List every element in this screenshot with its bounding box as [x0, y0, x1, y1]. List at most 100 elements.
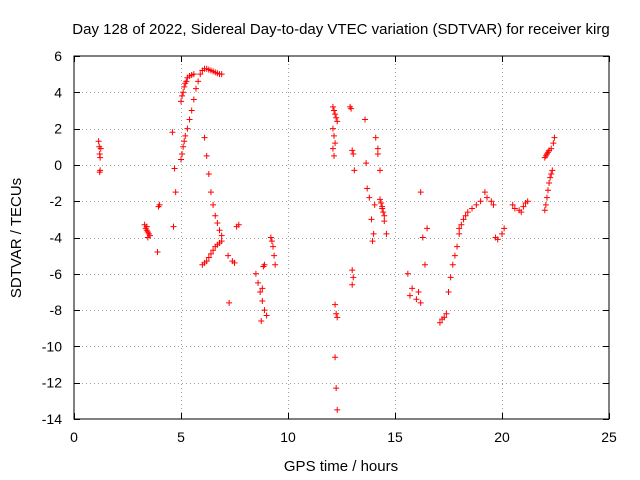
data-point-plus [259, 298, 266, 305]
data-point-plus [216, 227, 223, 234]
data-point-plus [192, 85, 199, 92]
data-point-plus [374, 145, 381, 152]
data-point-plus [520, 203, 527, 210]
data-point-plus [511, 205, 518, 212]
data-point-plus [179, 151, 186, 158]
data-point-plus [258, 317, 265, 324]
data-point-plus [270, 243, 277, 250]
data-point-plus [441, 314, 448, 321]
data-point-plus [183, 78, 190, 85]
data-point-plus [473, 201, 480, 208]
data-point-plus [490, 201, 497, 208]
grid-lines [74, 56, 609, 419]
data-point-plus [447, 274, 454, 281]
data-point-plus [333, 385, 340, 392]
data-point-plus [377, 167, 384, 174]
chart-title: Day 128 of 2022, Sidereal Day-to-day VTE… [72, 21, 609, 38]
data-point-plus [363, 160, 370, 167]
data-point-plus [374, 151, 381, 158]
data-point-plus [417, 299, 424, 306]
data-point-plus [172, 189, 179, 196]
data-point-plus [156, 201, 163, 208]
data-point-plus [154, 249, 161, 256]
x-axis-title: GPS time / hours [284, 458, 398, 475]
data-point-plus [226, 299, 233, 306]
data-point-plus [329, 125, 336, 132]
data-point-plus [261, 307, 268, 314]
data-point-plus [143, 223, 150, 230]
data-point-plus [268, 238, 275, 245]
data-point-plus [181, 83, 188, 90]
data-point-plus [188, 107, 195, 114]
data-point-plus [458, 221, 465, 228]
data-point-plus [195, 78, 202, 85]
data-point-plus [272, 261, 279, 268]
data-point-plus [169, 129, 176, 136]
data-point-plus [415, 288, 422, 295]
data-point-plus [97, 154, 104, 161]
data-point-plus [212, 212, 219, 219]
data-point-plus [550, 140, 557, 147]
data-point-plus [190, 71, 197, 78]
data-point-plus [349, 281, 356, 288]
data-point-plus [381, 212, 388, 219]
data-point-plus [97, 145, 104, 152]
y-tick-label: -6 [50, 266, 63, 282]
data-point-plus [170, 223, 177, 230]
data-point-plus [350, 274, 357, 281]
data-point-plus [334, 118, 341, 125]
data-point-plus [369, 238, 376, 245]
data-point-plus [179, 92, 186, 99]
data-point-plus [207, 189, 214, 196]
data-point-plus [349, 147, 356, 154]
data-point-plus [464, 209, 471, 216]
data-point-plus [348, 105, 355, 112]
data-point-plus [417, 189, 424, 196]
data-point-plus [332, 301, 339, 308]
y-tick-label: -10 [42, 338, 62, 354]
data-point-plus [362, 116, 369, 123]
data-point-plus [484, 194, 491, 201]
plot-frame [73, 55, 610, 420]
x-tick-label: 10 [280, 429, 296, 445]
data-point-plus [383, 230, 390, 237]
data-point-plus [210, 201, 217, 208]
data-point-plus [548, 145, 555, 152]
data-point-plus [203, 152, 210, 159]
data-point-plus [501, 225, 508, 232]
data-point-plus [443, 310, 450, 317]
data-point-plus [546, 180, 553, 187]
data-point-plus [333, 310, 340, 317]
data-point-plus [181, 138, 188, 145]
data-point-plus [481, 189, 488, 196]
data-point-plus [180, 143, 187, 150]
data-point-plus [368, 216, 375, 223]
data-point-plus [331, 132, 338, 139]
x-tick-label: 5 [177, 429, 185, 445]
data-point-plus [460, 216, 467, 223]
data-point-plus [180, 89, 187, 96]
data-point-plus [454, 243, 461, 250]
data-point-plus [542, 201, 549, 208]
data-point-plus [95, 138, 102, 145]
data-point-plus [332, 140, 339, 147]
data-point-plus [421, 261, 428, 268]
data-point-plus [469, 205, 476, 212]
data-point-plus [255, 279, 262, 286]
data-point-plus [509, 201, 516, 208]
data-point-plus [171, 165, 178, 172]
data-point-plus [499, 230, 505, 237]
data-point-plus [257, 288, 264, 295]
y-tick-label: -12 [42, 375, 62, 391]
data-point-plus [214, 219, 221, 226]
y-tick-label: 4 [54, 84, 62, 100]
data-point-plus [197, 71, 204, 78]
data-point-plus [332, 111, 339, 118]
data-point-plus [203, 258, 210, 265]
data-point-plus [235, 221, 242, 228]
data-point-plus [378, 200, 385, 207]
data-point-plus [225, 252, 232, 259]
y-tick-label: 0 [54, 157, 62, 173]
data-point-plus [494, 236, 501, 243]
